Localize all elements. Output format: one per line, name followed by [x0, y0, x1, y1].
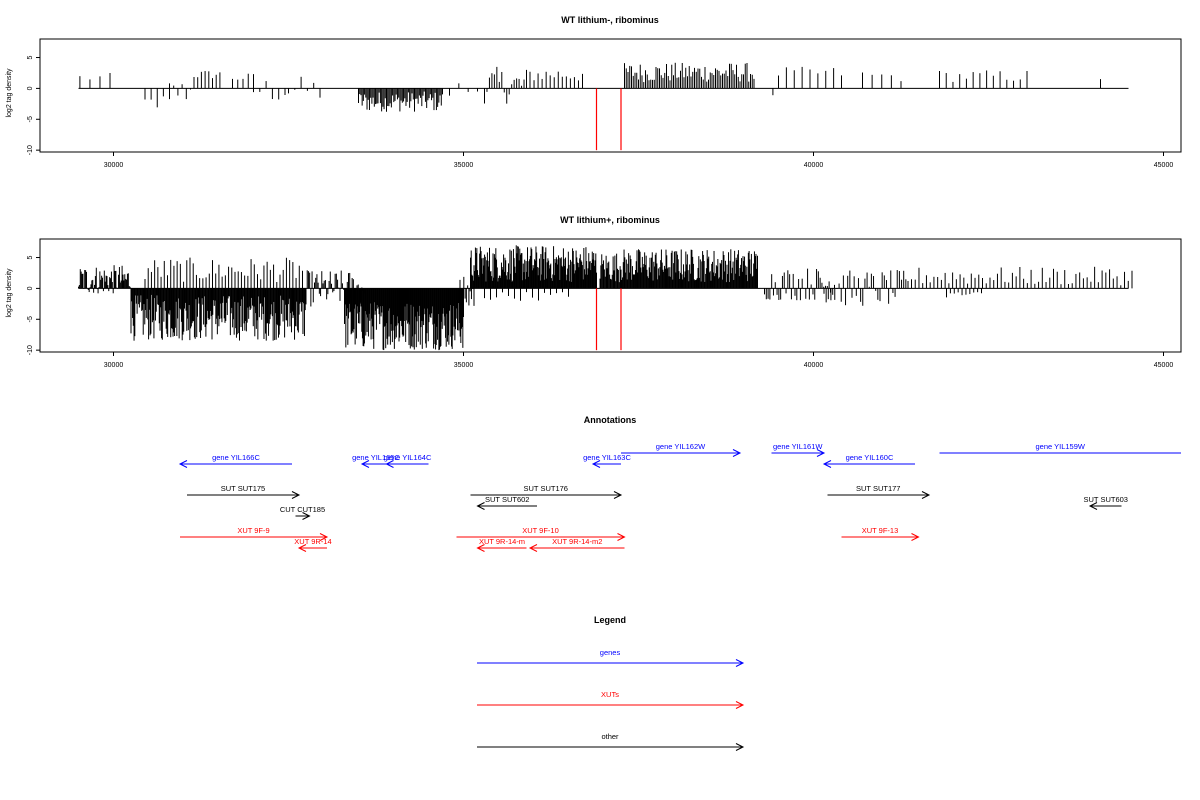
- density-bars: [78, 245, 1133, 351]
- annotation-label: gene YIL161W: [773, 442, 823, 451]
- arrow-head: [476, 502, 485, 510]
- arrow-head: [921, 491, 931, 499]
- y-tick-label: 0: [27, 86, 34, 90]
- annotation-label: XUT 9R-14-m: [479, 537, 525, 546]
- arrow-head: [319, 533, 329, 541]
- arrow-head: [591, 460, 601, 468]
- chart-title: WT lithium+, ribominus: [560, 215, 660, 225]
- annotation-label: gene YIL160C: [846, 453, 894, 462]
- arrow-head: [735, 701, 745, 709]
- annotation-feature: XUT 9F-9: [180, 526, 329, 541]
- density-bars: [79, 62, 1101, 112]
- annotation-label: CUT CUT185: [280, 505, 325, 514]
- annotation-feature: XUT 9F-10: [456, 526, 626, 541]
- annotation-feature: gene YIL161W: [771, 442, 826, 457]
- annotation-label: SUT SUT176: [524, 484, 568, 493]
- annotation-label: XUT 9F-13: [862, 526, 899, 535]
- arrow-head: [911, 533, 920, 541]
- annotation-feature: SUT SUT177: [827, 484, 931, 499]
- annotation-feature: XUT 9F-13: [841, 526, 920, 541]
- annotation-label: gene YIL165C: [352, 453, 400, 462]
- annotation-feature: gene YIL164C: [384, 453, 432, 468]
- legend-title: Legend: [594, 615, 626, 625]
- y-tick-label: -10: [27, 345, 34, 355]
- arrow-head: [476, 544, 485, 552]
- annotation-label: SUT SUT175: [221, 484, 265, 493]
- legend-label: genes: [600, 648, 621, 657]
- annotation-label: gene YIL166C: [212, 453, 260, 462]
- plot-frame: [39, 38, 1182, 153]
- annotation-label: gene YIL159W: [1036, 442, 1086, 451]
- x-tick-label: 40000: [804, 162, 824, 169]
- annotation-label: XUT 9R-14: [294, 537, 331, 546]
- arrow-head: [816, 449, 826, 457]
- arrow-head: [735, 743, 745, 751]
- y-tick-label: -10: [27, 145, 34, 155]
- x-tick-label: 45000: [1154, 362, 1174, 369]
- annotation-label: XUT 9F-9: [237, 526, 269, 535]
- y-axis-label: log2 tag density: [6, 268, 13, 318]
- annotation-label: gene YIL162W: [656, 442, 706, 451]
- annotation-feature: gene YIL159W: [939, 442, 1181, 454]
- annotation-label: SUT SUT602: [485, 495, 529, 504]
- x-tick-label: 30000: [104, 362, 124, 369]
- annotation-feature: SUT SUT602: [476, 495, 537, 510]
- legend-item: other: [477, 732, 745, 751]
- arrow-head: [178, 460, 188, 468]
- annotation-feature: SUT SUT603: [1084, 495, 1128, 510]
- annotation-label: SUT SUT603: [1084, 495, 1128, 504]
- annotations-title: Annotations: [584, 415, 637, 425]
- annotations-track: Annotations gene YIL166C gene YIL165Cgene…: [178, 415, 1181, 552]
- arrow-head: [528, 544, 538, 552]
- arrow-head: [360, 460, 370, 468]
- annotation-label: gene YIL163C: [583, 453, 631, 462]
- annotation-label: XUT 9F-10: [522, 526, 559, 535]
- annotation-feature: gene YIL160C: [822, 453, 915, 468]
- x-tick-label: 30000: [104, 162, 124, 169]
- annotation-feature: gene YIL165C: [352, 453, 400, 468]
- arrow-head: [302, 512, 311, 520]
- arrow-head: [617, 533, 626, 541]
- annotation-feature: gene YIL166C: [178, 453, 292, 468]
- arrow-head: [732, 449, 742, 457]
- arrow-head: [297, 544, 307, 552]
- annotation-feature: CUT CUT185: [280, 505, 325, 520]
- y-tick-label: 5: [27, 55, 34, 59]
- arrow-head: [1088, 502, 1098, 510]
- annotation-label: SUT SUT177: [856, 484, 900, 493]
- y-axis-label: log2 tag density: [6, 68, 13, 118]
- legend-item: XUTs: [477, 690, 745, 709]
- chart-title: WT lithium-, ribominus: [561, 15, 659, 25]
- legend-label: other: [601, 732, 619, 741]
- annotation-feature: SUT SUT175: [187, 484, 301, 499]
- annotation-feature: XUT 9R-14-m2: [528, 537, 625, 552]
- annotation-feature: gene YIL162W: [621, 442, 742, 457]
- legend: Legend genes XUTs other: [477, 615, 745, 751]
- y-tick-label: 5: [27, 255, 34, 259]
- arrow-head: [735, 659, 745, 667]
- legend-item: genes: [477, 648, 745, 667]
- x-tick-label: 45000: [1154, 162, 1174, 169]
- annotation-label: gene YIL164C: [384, 453, 432, 462]
- arrow-head: [291, 491, 301, 499]
- chart-panel-lithium-plus: WT lithium+, ribominus log2 tag density …: [6, 215, 1182, 369]
- x-tick-label: 35000: [454, 162, 474, 169]
- chart-panel-lithium-minus: WT lithium-, ribominus log2 tag density …: [6, 15, 1182, 169]
- y-tick-label: -5: [27, 316, 34, 322]
- arrow-head: [613, 491, 623, 499]
- arrow-head: [385, 460, 394, 468]
- y-tick-label: -5: [27, 116, 34, 122]
- annotation-feature: gene YIL163C: [583, 453, 631, 468]
- legend-label: XUTs: [601, 690, 619, 699]
- annotation-label: XUT 9R-14-m2: [552, 537, 602, 546]
- annotation-feature: XUT 9R-14-m: [476, 537, 527, 552]
- arrow-head: [822, 460, 832, 468]
- x-tick-label: 40000: [804, 362, 824, 369]
- annotation-feature: SUT SUT176: [470, 484, 623, 499]
- x-tick-label: 35000: [454, 362, 474, 369]
- annotation-feature: XUT 9R-14: [294, 537, 332, 552]
- plot-frame: [39, 238, 1182, 353]
- y-tick-label: 0: [27, 286, 34, 290]
